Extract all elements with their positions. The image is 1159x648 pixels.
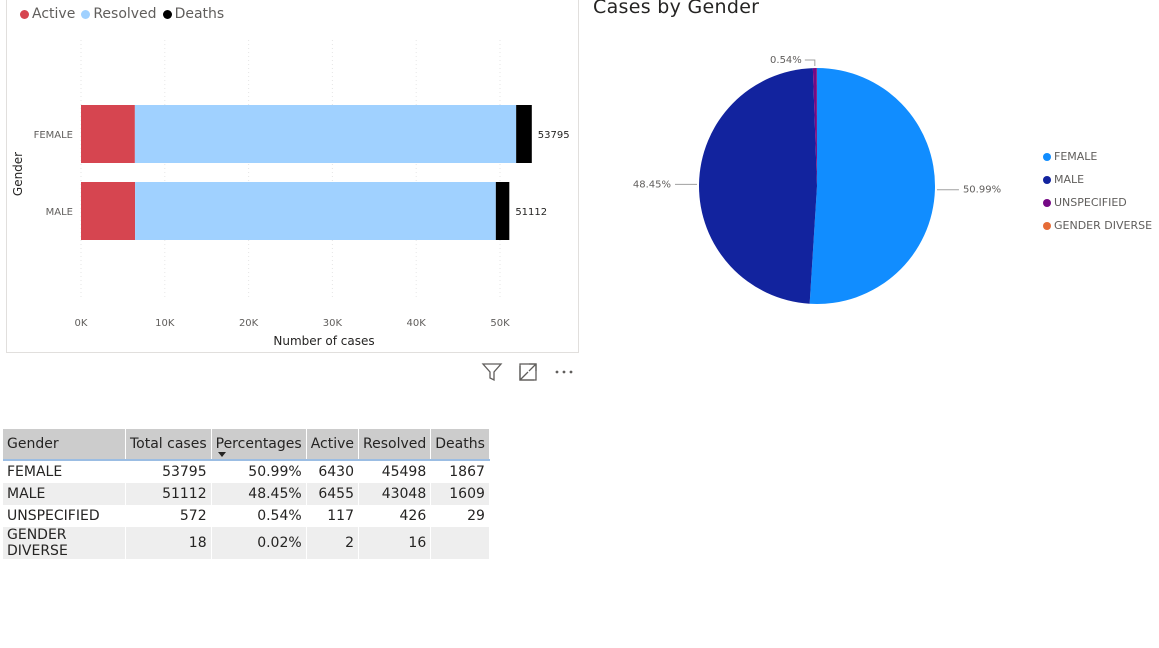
focus-mode-icon[interactable]	[516, 360, 540, 384]
pie-data-label: 0.54%	[770, 55, 802, 66]
column-header-total-cases[interactable]: Total cases	[125, 429, 212, 460]
table-cell: 53795	[125, 460, 212, 483]
table-cell: GENDER DIVERSE	[3, 527, 126, 559]
legend-dot-deaths	[162, 9, 172, 19]
table-cell: 117	[306, 505, 360, 527]
table-cell: 6430	[306, 460, 360, 483]
table-row[interactable]: MALE 51112 48.45% 6455 43048 1609	[3, 483, 490, 505]
pie-data-label: 48.45%	[633, 179, 671, 190]
pie-chart-title: Cases by Gender	[593, 0, 760, 18]
bar-segment-active	[81, 105, 135, 163]
table-cell: UNSPECIFIED	[3, 505, 126, 527]
pie-data-label: 50.99%	[963, 185, 1001, 196]
table-cell: 48.45%	[211, 483, 307, 505]
legend-item-deaths[interactable]: Deaths	[162, 6, 225, 22]
bar-chart-legend: Active Resolved Deaths	[20, 6, 224, 22]
legend-item-resolved[interactable]: Resolved	[81, 6, 157, 22]
pie-legend-item-unspecified[interactable]: UNSPECIFIED	[1043, 191, 1152, 214]
bar-chart-plot: 0K 10K 20K 30K 40K 50K Number of cases Gender FE…	[11, 40, 570, 348]
y-category-label: FEMALE	[34, 130, 73, 141]
y-category-label: MALE	[46, 207, 73, 218]
table-cell: 50.99%	[211, 460, 307, 483]
table-cell: 1867	[430, 460, 490, 483]
visual-header	[480, 360, 576, 384]
table-cell: 572	[125, 505, 212, 527]
table-row[interactable]: FEMALE 53795 50.99% 6430 45498 1867	[3, 460, 490, 483]
column-header-gender[interactable]: Gender	[3, 429, 126, 460]
column-header-resolved[interactable]: Resolved	[358, 429, 432, 460]
table-row[interactable]: UNSPECIFIED 572 0.54% 117 426 29	[3, 505, 490, 527]
table-cell: 0.54%	[211, 505, 307, 527]
x-tick-label: 0K	[75, 318, 88, 329]
pie-chart-plot: 50.99% 48.45% 0.54%	[633, 55, 1001, 304]
legend-dot-resolved	[81, 9, 91, 19]
pie-legend-dot-unspecified	[1043, 198, 1051, 207]
table-cell: 43048	[358, 483, 432, 505]
pie-legend-dot-female	[1043, 152, 1051, 161]
pie-slice-unspecified	[812, 68, 817, 186]
pie-legend-label-female: FEMALE	[1054, 150, 1098, 163]
table-cell: FEMALE	[3, 460, 126, 483]
column-header-active[interactable]: Active	[306, 429, 360, 460]
table-cell: 16	[358, 527, 432, 559]
column-header-percentages[interactable]: Percentages	[211, 429, 307, 460]
table-cell: 1609	[430, 483, 490, 505]
legend-item-active[interactable]: Active	[20, 6, 75, 22]
x-tick-label: 40K	[407, 318, 427, 329]
bar-total-label: 53795	[538, 130, 570, 141]
table-cell: 45498	[358, 460, 432, 483]
y-axis-title: Gender	[11, 152, 25, 196]
more-options-icon[interactable]	[552, 360, 576, 384]
column-header-percentages-label: Percentages	[215, 436, 302, 452]
pie-legend-label-unspecified: UNSPECIFIED	[1054, 196, 1127, 209]
table-cell: MALE	[3, 483, 126, 505]
x-tick-label: 10K	[155, 318, 175, 329]
legend-label-deaths: Deaths	[174, 6, 225, 22]
bar-chart-visual[interactable]: Active Resolved Deaths 0K 10K 20K 30K 40K 50K…	[6, 0, 579, 353]
table-cell: 51112	[125, 483, 212, 505]
pie-legend-item-female[interactable]: FEMALE	[1043, 145, 1152, 168]
table-cell: 18	[125, 527, 212, 559]
x-tick-label: 20K	[239, 318, 259, 329]
table-cell	[430, 527, 490, 559]
bar-segment-resolved	[134, 105, 517, 163]
table-row[interactable]: GENDER DIVERSE 18 0.02% 2 16	[3, 527, 490, 559]
x-tick-label: 50K	[490, 318, 510, 329]
pie-legend-label-male: MALE	[1054, 173, 1085, 186]
bar-segment-resolved	[135, 182, 496, 240]
filter-icon[interactable]	[480, 360, 504, 384]
bar-segment-deaths	[516, 105, 532, 163]
pie-legend-item-gender-diverse[interactable]: GENDER DIVERSE	[1043, 214, 1152, 237]
pie-chart-legend: FEMALE MALE UNSPECIFIED GENDER DIVERSE	[1043, 145, 1152, 237]
pie-legend-dot-male	[1043, 175, 1051, 184]
bar-total-label: 51112	[515, 207, 547, 218]
x-axis-title: Number of cases	[273, 334, 374, 348]
legend-dot-active	[20, 9, 29, 19]
x-tick-label: 30K	[323, 318, 343, 329]
bar-segment-deaths	[495, 182, 510, 240]
table-header-row: Gender Total cases Percentages Active Re…	[3, 429, 490, 460]
gender-data-table: Gender Total cases Percentages Active Re…	[3, 429, 490, 559]
pie-leader-line	[804, 59, 816, 67]
table-cell: 29	[430, 505, 490, 527]
column-header-deaths[interactable]: Deaths	[430, 429, 490, 460]
pie-legend-label-gender-diverse: GENDER DIVERSE	[1054, 219, 1153, 232]
pie-legend-item-male[interactable]: MALE	[1043, 168, 1152, 191]
table-cell: 6455	[306, 483, 360, 505]
pie-legend-dot-gender-diverse	[1043, 221, 1051, 230]
pie-slice-male	[698, 68, 817, 304]
table-cell: 2	[306, 527, 360, 559]
table-cell: 0.02%	[211, 527, 307, 559]
legend-label-resolved: Resolved	[93, 6, 157, 22]
legend-label-active: Active	[32, 6, 76, 22]
bar-segment-active	[81, 182, 136, 240]
sort-descending-icon	[217, 452, 226, 457]
pie-slice-female	[809, 68, 935, 304]
table-cell: 426	[358, 505, 432, 527]
